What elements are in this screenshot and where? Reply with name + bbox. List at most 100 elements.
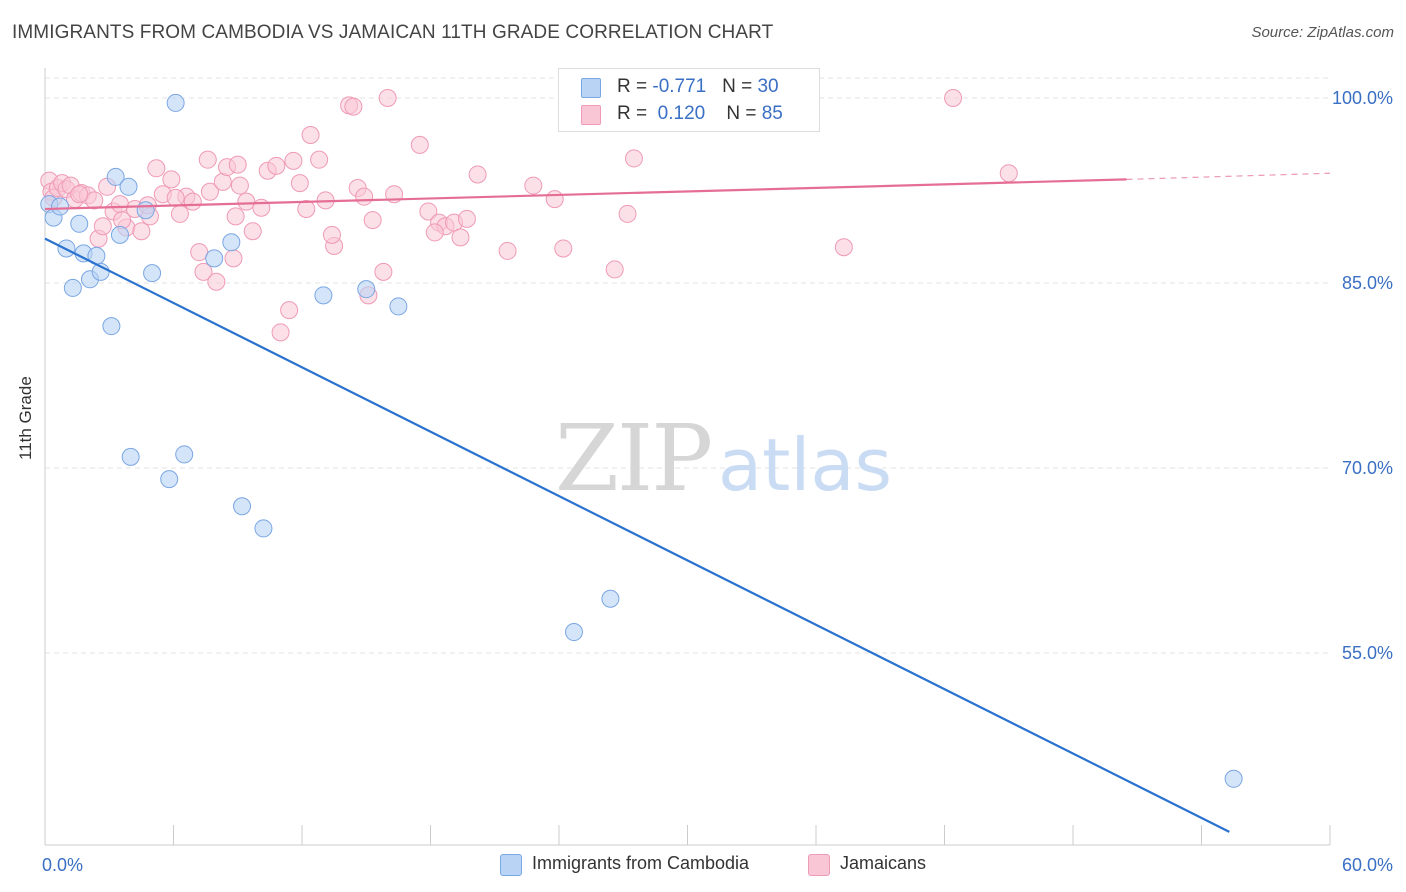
jamaican-point [132, 222, 151, 241]
legend-swatch-jamaicans [581, 105, 601, 125]
legend-r-label: R = [617, 103, 653, 124]
cambodia-point [564, 623, 583, 642]
cambodia-point [166, 93, 185, 112]
jamaican-point [344, 97, 363, 116]
cambodia-point [102, 317, 121, 336]
legend-swatch-cambodia [581, 78, 601, 98]
jamaican-point [162, 170, 181, 189]
cambodia-points [40, 93, 1243, 788]
legend-n-value-cambodia: 30 [757, 76, 779, 97]
jamaican-trend-line [44, 178, 1127, 211]
jamaican-point [944, 89, 963, 107]
jamaican-point [113, 211, 132, 230]
jamaican-point [999, 164, 1018, 183]
jamaican-point [284, 151, 303, 170]
legend-n-label: N = [726, 103, 762, 124]
cambodia-point [63, 278, 82, 297]
jamaican-point [425, 223, 444, 242]
jamaican-point [498, 241, 517, 260]
jamaican-point [147, 159, 166, 178]
jamaican-point [93, 217, 112, 236]
legend-n-label: N = [722, 76, 758, 97]
legend-swatch-cambodia [500, 854, 522, 876]
jamaican-point [301, 126, 320, 144]
jamaican-point [297, 200, 316, 218]
legend-label-jamaicans: Jamaicans [840, 853, 927, 873]
jamaican-point [451, 228, 470, 247]
jamaican-point [410, 135, 429, 154]
legend-swatch-jamaicans [808, 854, 830, 876]
jamaican-point [200, 182, 219, 201]
jamaican-point [322, 225, 341, 244]
jamaican-point [271, 323, 290, 342]
cambodia-point [233, 497, 252, 516]
legend-r-label: R = [617, 76, 653, 97]
jamaican-point [243, 222, 262, 241]
jamaican-point [85, 191, 104, 210]
jamaican-trend-extension [1126, 172, 1331, 180]
jamaican-point [554, 239, 573, 258]
jamaican-point [198, 150, 217, 169]
cambodia-point [121, 447, 140, 466]
legend-r-value-cambodia: -0.771 [652, 76, 707, 97]
jamaicans-points [40, 89, 1018, 342]
jamaican-point [419, 202, 438, 221]
cambodia-point [119, 177, 138, 196]
series-legend: Immigrants from Cambodia Jamaicans [0, 852, 1406, 878]
y-tick-label: 85.0% [1342, 273, 1393, 293]
y-tick-label: 70.0% [1342, 458, 1393, 478]
legend-label-cambodia: Immigrants from Cambodia [532, 853, 750, 873]
x-tick-label: 60.0% [1342, 855, 1393, 875]
jamaican-point [605, 260, 624, 279]
jamaican-point [290, 174, 309, 193]
jamaican-point [110, 195, 129, 214]
cambodia-point [222, 233, 241, 252]
cambodia-point [205, 249, 224, 268]
jamaican-point [166, 188, 185, 207]
cambodia-point [357, 280, 376, 299]
jamaican-point [355, 187, 374, 206]
jamaican-point [378, 89, 397, 107]
jamaican-point [374, 262, 393, 281]
jamaican-point [183, 192, 202, 211]
cambodia-point [389, 297, 408, 316]
cambodia-trend-line [44, 237, 1230, 833]
jamaican-point [224, 249, 243, 268]
jamaican-point [624, 149, 643, 168]
chart-title: IMMIGRANTS FROM CAMBODIA VS JAMAICAN 11T… [12, 22, 774, 43]
cambodia-point [254, 519, 273, 538]
jamaican-point [618, 204, 637, 223]
cambodia-point [70, 214, 89, 233]
legend-r-value-jamaicans: 0.120 [657, 103, 706, 124]
cambodia-point [143, 264, 162, 283]
jamaican-point [228, 155, 247, 174]
jamaican-point [213, 172, 232, 191]
trend-lines [44, 172, 1331, 833]
y-tick-label: 100.0% [1332, 88, 1393, 108]
chart-source: Source: ZipAtlas.com [1251, 24, 1394, 41]
jamaican-point [252, 198, 271, 217]
jamaican-point [545, 190, 564, 209]
jamaican-point [363, 211, 382, 230]
legend-n-value-jamaicans: 85 [761, 103, 783, 124]
jamaican-point [194, 262, 213, 281]
correlation-legend: R = -0.771 N = 30 R = 0.120 N = 85 [558, 68, 820, 132]
jamaican-point [226, 207, 245, 226]
jamaican-point [237, 192, 256, 211]
cambodia-point [601, 589, 620, 608]
cambodia-point [106, 167, 125, 186]
jamaican-point [207, 272, 226, 291]
jamaican-point [70, 185, 89, 204]
x-tick-label: 0.0% [42, 855, 83, 875]
cambodia-point [1224, 769, 1243, 788]
watermark-atlas: atlas [718, 423, 892, 507]
cambodia-point [110, 225, 129, 244]
jamaican-point [170, 204, 189, 223]
jamaican-point [280, 301, 299, 320]
cambodia-point [50, 197, 69, 216]
watermark: ZIP atlas [555, 405, 892, 512]
jamaican-point [230, 176, 249, 195]
watermark-zip: ZIP [555, 405, 711, 512]
jamaican-point [267, 156, 286, 175]
